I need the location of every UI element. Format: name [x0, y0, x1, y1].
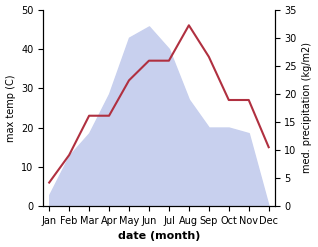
Y-axis label: med. precipitation (kg/m2): med. precipitation (kg/m2): [302, 42, 313, 173]
Y-axis label: max temp (C): max temp (C): [5, 74, 16, 142]
X-axis label: date (month): date (month): [118, 231, 200, 242]
